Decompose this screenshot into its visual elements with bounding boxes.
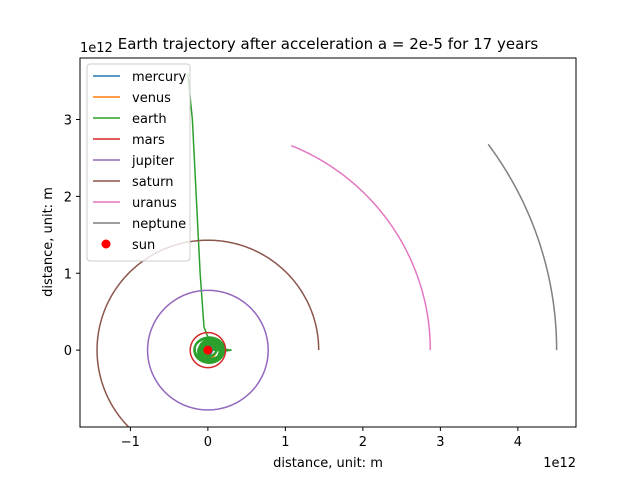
y-tick-label: 3 <box>64 114 72 129</box>
x-tick-label: −1 <box>121 435 140 450</box>
series-earth <box>186 73 232 364</box>
plot-frame <box>79 57 577 428</box>
legend-label-saturn: saturn <box>132 175 173 190</box>
legend-label-mercury: mercury <box>132 70 186 85</box>
x-tick-label: 4 <box>514 435 522 450</box>
y-tick-label: 0 <box>64 344 72 359</box>
y-tick-label: 1 <box>64 267 72 282</box>
y-tick-label: 2 <box>64 190 72 205</box>
legend-label-neptune: neptune <box>132 217 186 232</box>
x-tick-label: 1 <box>281 435 289 450</box>
legend-label-jupiter: jupiter <box>131 154 175 169</box>
legend-label-sun: sun <box>132 238 155 253</box>
x-tick-label: 2 <box>359 435 367 450</box>
series-jupiter <box>146 289 269 411</box>
legend-box <box>86 63 191 262</box>
sun-marker <box>203 345 213 355</box>
x-axis-ticks: −1 0 1 2 3 4 <box>121 427 522 450</box>
legend: mercury venus earth mars jupiter saturn uranus… <box>86 63 191 262</box>
x-tick-label: 0 <box>204 435 212 450</box>
legend-label-venus: venus <box>132 91 171 106</box>
sun-layer <box>203 345 213 355</box>
y-axis-ticks: 0 1 2 3 <box>64 114 80 359</box>
chart-title: Earth trajectory after acceleration a = … <box>118 35 539 53</box>
legend-label-mars: mars <box>132 133 165 148</box>
series-uranus <box>290 144 432 351</box>
x-offset-label: 1e12 <box>543 456 576 471</box>
series-layer <box>96 73 558 427</box>
x-tick-label: 3 <box>436 435 444 450</box>
series-neptune <box>487 143 558 351</box>
series-mars <box>189 331 227 369</box>
legend-label-uranus: uranus <box>132 196 177 211</box>
y-axis-label: distance, unit: m <box>41 187 56 297</box>
legend-label-earth: earth <box>132 112 167 127</box>
legend-marker-sun <box>101 239 111 249</box>
y-offset-label: 1e12 <box>80 41 113 56</box>
x-axis-label: distance, unit: m <box>273 456 383 471</box>
